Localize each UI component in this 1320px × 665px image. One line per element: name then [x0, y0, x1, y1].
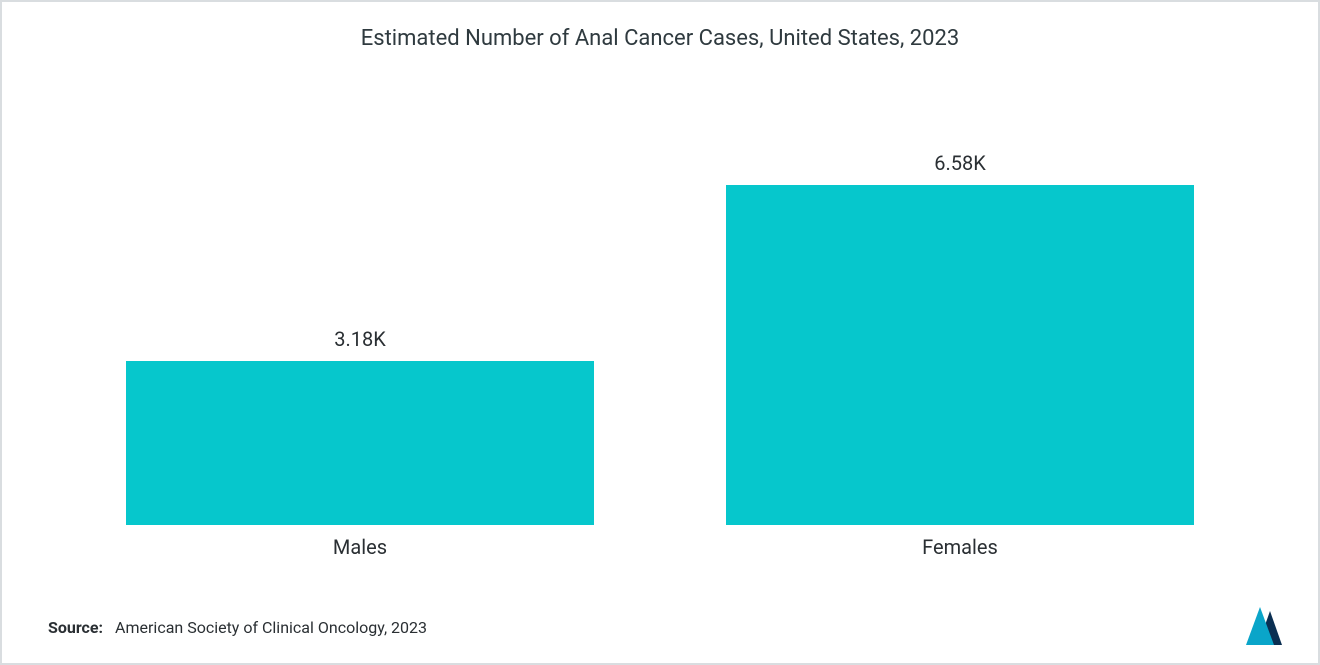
source-footer: Source: American Society of Clinical Onc… [48, 618, 427, 637]
source-text: American Society of Clinical Oncology, 2… [115, 618, 427, 637]
bars-container: 3.18K Males 6.58K Females [60, 80, 1260, 525]
bar-group-females: 6.58K Females [660, 80, 1260, 525]
value-label-males: 3.18K [334, 327, 386, 351]
mordor-logo-icon [1240, 605, 1296, 645]
bar-group-males: 3.18K Males [60, 80, 660, 525]
value-label-females: 6.58K [934, 151, 986, 175]
chart-plot-area: 3.18K Males 6.58K Females [60, 80, 1260, 525]
bar-females [726, 185, 1194, 525]
category-label-males: Males [333, 535, 387, 559]
source-label: Source: [48, 618, 103, 637]
bar-males [126, 361, 594, 525]
category-label-females: Females [922, 535, 998, 559]
